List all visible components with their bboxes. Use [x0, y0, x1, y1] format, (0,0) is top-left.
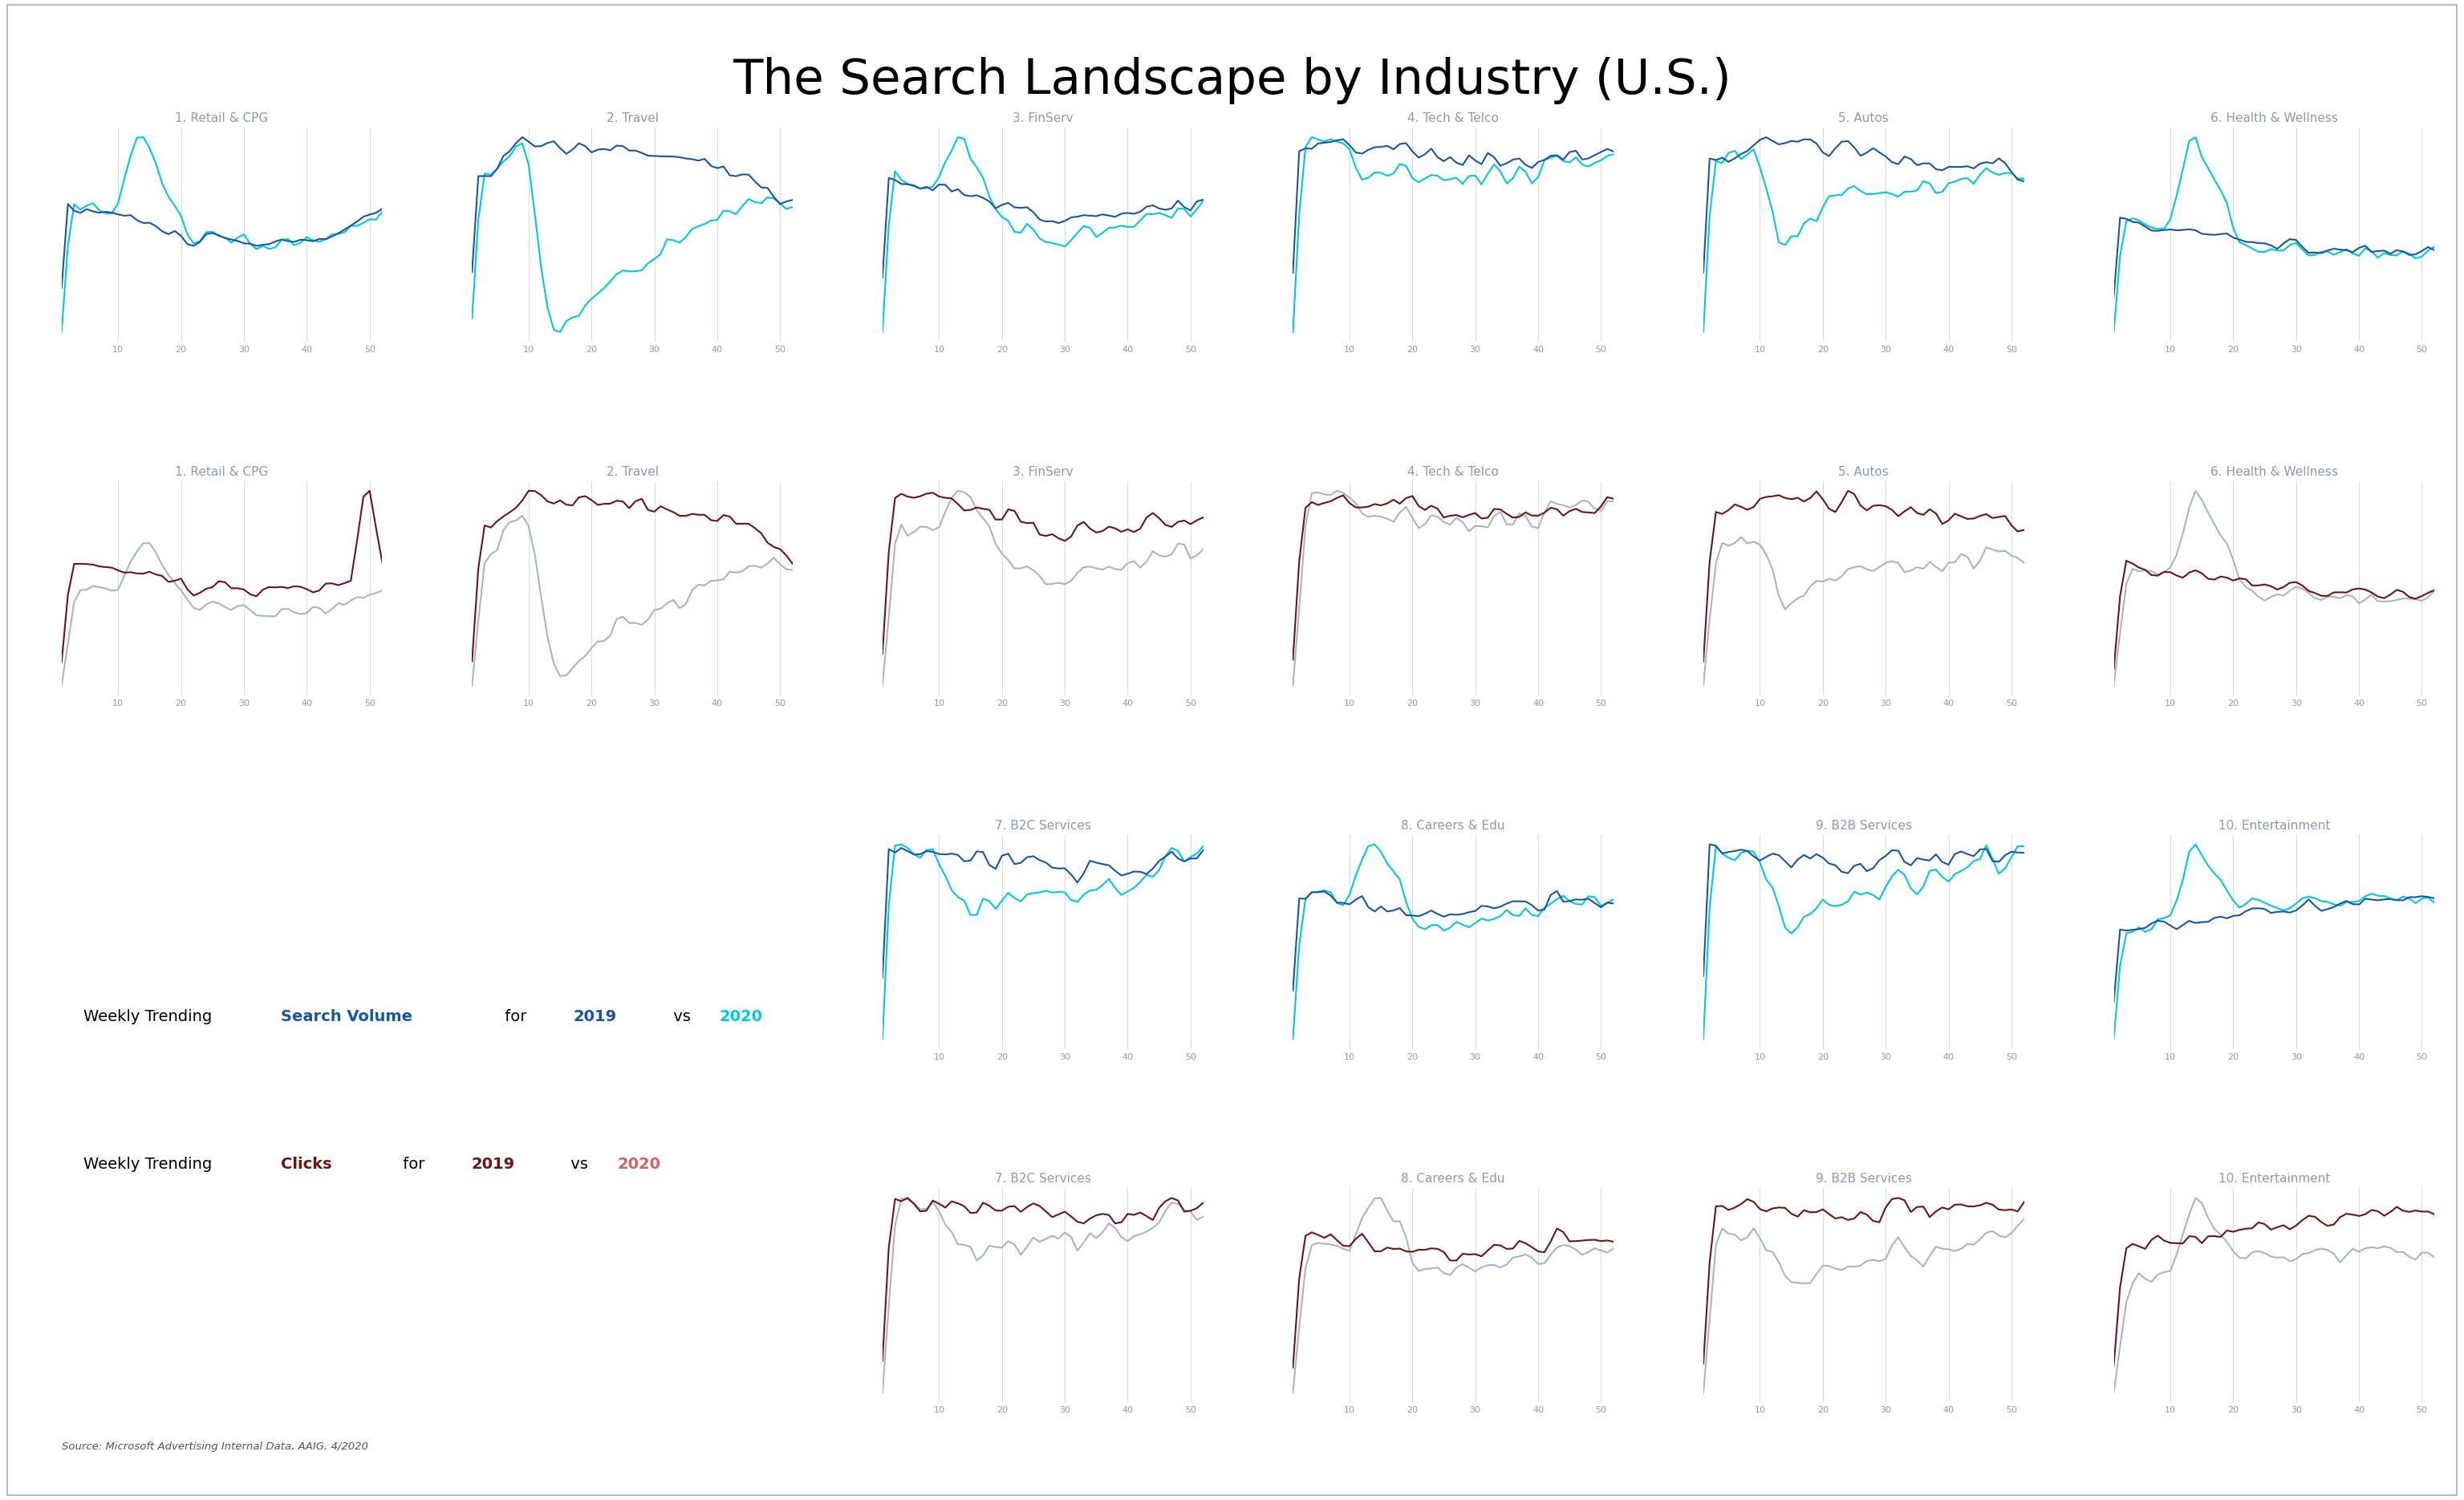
Text: 2020: 2020	[719, 1008, 764, 1024]
Text: Clicks: Clicks	[281, 1156, 333, 1172]
Text: 2019: 2019	[471, 1156, 515, 1172]
Title: 4. Tech & Telco: 4. Tech & Telco	[1407, 112, 1498, 124]
Title: 6. Health & Wellness: 6. Health & Wellness	[2210, 467, 2338, 479]
Title: 1. Retail & CPG: 1. Retail & CPG	[175, 467, 269, 479]
Title: 7. B2C Services: 7. B2C Services	[995, 1173, 1092, 1185]
Title: 6. Health & Wellness: 6. Health & Wellness	[2210, 112, 2338, 124]
Title: 8. Careers & Edu: 8. Careers & Edu	[1402, 819, 1506, 831]
Title: 3. FinServ: 3. FinServ	[1013, 112, 1074, 124]
Title: 2. Travel: 2. Travel	[606, 467, 658, 479]
Title: 5. Autos: 5. Autos	[1838, 112, 1890, 124]
Title: 1. Retail & CPG: 1. Retail & CPG	[175, 112, 269, 124]
Title: 9. B2B Services: 9. B2B Services	[1816, 1173, 1912, 1185]
Title: 4. Tech & Telco: 4. Tech & Telco	[1407, 467, 1498, 479]
Text: 2020: 2020	[616, 1156, 660, 1172]
Text: 2019: 2019	[574, 1008, 616, 1024]
Text: Search Volume: Search Volume	[281, 1008, 411, 1024]
Title: 2. Travel: 2. Travel	[606, 112, 658, 124]
Title: 3. FinServ: 3. FinServ	[1013, 467, 1074, 479]
Text: for: for	[397, 1156, 429, 1172]
Text: Weekly Trending: Weekly Trending	[84, 1008, 217, 1024]
Text: vs: vs	[567, 1156, 594, 1172]
Text: The Search Landscape by Industry (U.S.): The Search Landscape by Industry (U.S.)	[732, 57, 1732, 105]
Title: 7. B2C Services: 7. B2C Services	[995, 819, 1092, 831]
Title: 10. Entertainment: 10. Entertainment	[2218, 819, 2331, 831]
Title: 8. Careers & Edu: 8. Careers & Edu	[1402, 1173, 1506, 1185]
Title: 5. Autos: 5. Autos	[1838, 467, 1890, 479]
Text: Weekly Trending: Weekly Trending	[84, 1156, 217, 1172]
Text: vs: vs	[668, 1008, 695, 1024]
Text: Source: Microsoft Advertising Internal Data, AAIG, 4/2020: Source: Microsoft Advertising Internal D…	[62, 1442, 367, 1452]
Text: for: for	[500, 1008, 532, 1024]
Title: 10. Entertainment: 10. Entertainment	[2218, 1173, 2331, 1185]
Title: 9. B2B Services: 9. B2B Services	[1816, 819, 1912, 831]
